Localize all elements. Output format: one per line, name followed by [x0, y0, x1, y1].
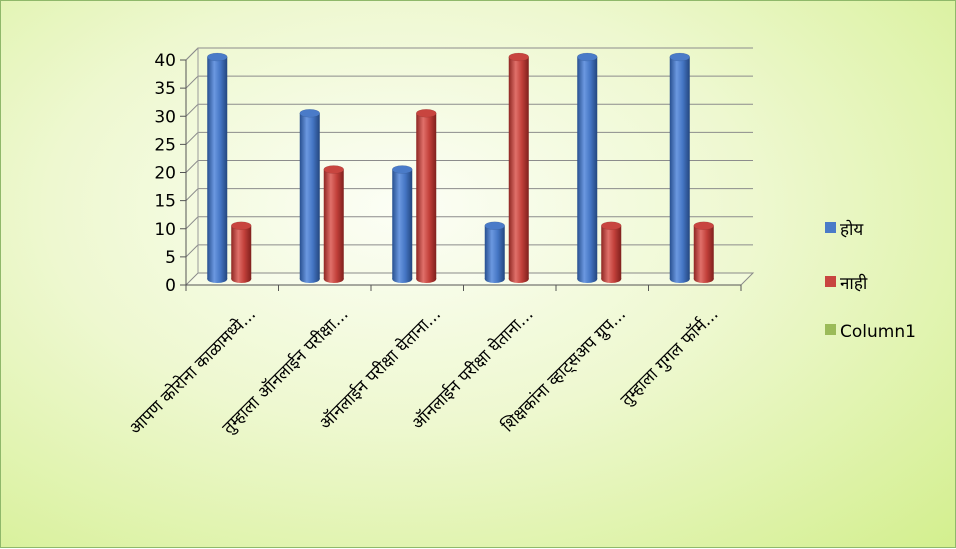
bar-1-4 [601, 221, 622, 283]
bar-1-0 [231, 221, 252, 283]
gridline [185, 188, 753, 201]
gridline [185, 47, 753, 61]
bar-body [231, 225, 252, 279]
bar-0-0 [207, 52, 228, 283]
bar-top [693, 221, 714, 230]
y-axis-ticks: 0 5 10 15 20 25 30 35 40 [154, 51, 186, 296]
bar-0-1 [299, 109, 320, 283]
chart-floor [184, 272, 755, 286]
floor-plane [184, 272, 755, 286]
y-tick-label: 10 [154, 220, 176, 240]
x-category-label: तुम्हाला गुगल फॉर्म... [616, 304, 722, 410]
axes [185, 48, 742, 291]
bar-bottom [299, 275, 320, 283]
bar-bottom [392, 275, 413, 283]
bar-bottom [601, 275, 622, 283]
legend-label: होय [840, 219, 864, 240]
bar-body [669, 57, 690, 279]
bar-top [669, 52, 690, 62]
x-axis-labels: आपण कोरोना काळामध्ये...तुम्हाला ऑनलाईन प… [125, 304, 723, 439]
bar-top [392, 165, 413, 174]
legend-label: Column1 [840, 322, 916, 342]
y-tick-label: 35 [154, 79, 176, 99]
bar-top [207, 52, 228, 62]
bar-bottom [693, 275, 714, 283]
y-tick-label: 5 [165, 248, 176, 268]
bar-top [299, 109, 320, 118]
bar-bottom [323, 275, 344, 283]
bar-0-4 [577, 52, 598, 283]
bar-1-5 [693, 221, 714, 283]
bar-top [577, 52, 598, 62]
bar-body [323, 169, 344, 279]
gridline [185, 160, 753, 173]
gridline [185, 244, 753, 258]
bar-body [416, 113, 437, 279]
y-tick-label: 15 [154, 192, 176, 212]
bar-bottom [207, 275, 228, 283]
bar-1-3 [508, 52, 529, 283]
legend-swatch [825, 276, 836, 287]
bar-0-5 [669, 52, 690, 283]
bars [207, 52, 714, 283]
gridline [185, 103, 753, 117]
y-tick-label: 30 [154, 107, 176, 127]
gridlines [185, 47, 753, 258]
gridline [185, 216, 753, 230]
bar-top [231, 221, 252, 230]
bar-body [508, 57, 529, 279]
bar-body [207, 57, 228, 279]
bar-1-1 [323, 165, 344, 283]
legend-swatch [825, 324, 836, 335]
bar-bottom [577, 275, 598, 283]
chart-back-wall [185, 47, 753, 61]
gridline [185, 131, 753, 145]
bar-bottom [231, 275, 252, 283]
bar-1-2 [416, 109, 437, 283]
bar-bottom [416, 275, 437, 283]
bar-0-2 [392, 165, 413, 283]
bar-top [416, 109, 437, 118]
bar-top [508, 52, 529, 62]
y-tick-label: 40 [154, 51, 176, 71]
bar-top [484, 221, 505, 230]
y-tick-label: 0 [165, 276, 176, 296]
y-tick-label: 25 [154, 135, 176, 155]
bar-bottom [508, 275, 529, 283]
bar-bottom [669, 275, 690, 283]
bar-body [601, 225, 622, 279]
bar-top [601, 221, 622, 230]
legend-swatch [825, 222, 836, 233]
legend-label: नाही [840, 273, 868, 294]
bar-0-3 [484, 221, 505, 283]
legend: होय नाही Column1 [825, 219, 916, 342]
bar-body [693, 225, 714, 279]
bar-body [484, 225, 505, 279]
bar-body [299, 113, 320, 279]
back-wall-top-edge [185, 47, 753, 61]
bar-body [392, 169, 413, 279]
bar-bottom [484, 275, 505, 283]
bar-body [577, 57, 598, 279]
y-tick-label: 20 [154, 164, 176, 184]
bar-top [323, 165, 344, 174]
gridline [185, 75, 753, 89]
